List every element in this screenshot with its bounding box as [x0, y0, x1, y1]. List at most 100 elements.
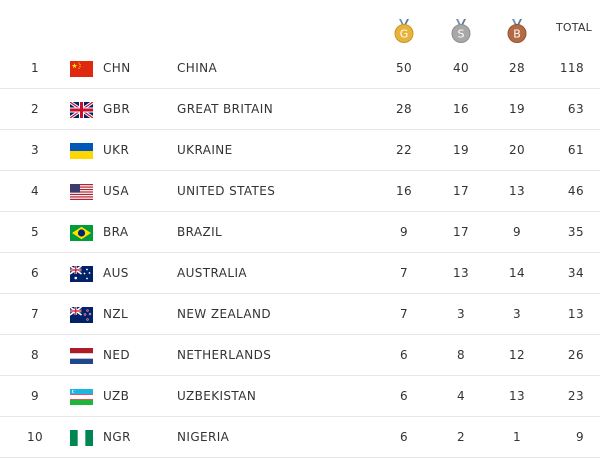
country-code: UZB [103, 389, 130, 403]
country-code: USA [103, 184, 130, 198]
gold-count: 7 [399, 266, 409, 280]
total-count: 34 [567, 266, 584, 280]
gold-count: 22 [395, 143, 413, 157]
silver-medal-letter: S [458, 28, 465, 41]
table-row[interactable]: 10 NGR NIGERIA 6 2 1 9 [0, 417, 600, 458]
country-name[interactable]: UZBEKISTAN [177, 389, 257, 403]
silver-count: 13 [452, 266, 470, 280]
rank: 9 [30, 389, 40, 403]
country-name[interactable]: AUSTRALIA [177, 266, 248, 280]
rank: 2 [30, 102, 40, 116]
country-name[interactable]: BRAZIL [177, 225, 223, 239]
country-name[interactable]: NIGERIA [177, 430, 230, 444]
country-code: BRA [103, 225, 129, 239]
country-name[interactable]: UNITED STATES [177, 184, 276, 198]
gold-count: 6 [399, 348, 409, 362]
total-count: 23 [567, 389, 584, 403]
rank: 3 [30, 143, 40, 157]
rank: 8 [30, 348, 40, 362]
table-row[interactable]: 1 CHN CHINA 50 40 28 118 [0, 48, 600, 89]
bronze-count: 14 [508, 266, 526, 280]
table-header: G S B TOTAL [0, 0, 600, 48]
silver-count: 17 [452, 225, 470, 239]
country-code: NGR [103, 430, 131, 444]
table-row[interactable]: 7 NZL NEW ZEALAND 7 3 3 13 [0, 294, 600, 335]
country-name[interactable]: NETHERLANDS [177, 348, 272, 362]
rank: 7 [30, 307, 40, 321]
rank: 6 [30, 266, 40, 280]
bronze-count: 3 [512, 307, 522, 321]
table-row[interactable]: 6 AUS AUSTRALIA 7 13 14 34 [0, 253, 600, 294]
uzbekistan-flag [70, 389, 93, 405]
table-row[interactable]: 9 UZB UZBEKISTAN 6 4 13 23 [0, 376, 600, 417]
brazil-flag [70, 225, 93, 241]
gold-count: 7 [399, 307, 409, 321]
table-row[interactable]: 5 BRA BRAZIL 9 17 9 35 [0, 212, 600, 253]
gold-count: 9 [399, 225, 409, 239]
silver-count: 19 [452, 143, 470, 157]
netherlands-flag [70, 348, 93, 364]
total-count: 46 [567, 184, 584, 198]
bronze-count: 1 [512, 430, 522, 444]
table-body: 1 CHN CHINA 50 40 28 118 2 GBR GREAT BRI… [0, 48, 600, 458]
bronze-count: 28 [508, 61, 526, 75]
total-count: 118 [559, 61, 584, 75]
bronze-count: 20 [508, 143, 526, 157]
total-header: TOTAL [556, 21, 592, 34]
total-count: 35 [567, 225, 584, 239]
country-name[interactable]: UKRAINE [177, 143, 233, 157]
country-code: GBR [103, 102, 131, 116]
ukraine-flag [70, 143, 93, 159]
silver-count: 17 [452, 184, 470, 198]
country-code: CHN [103, 61, 131, 75]
new-zealand-flag [70, 307, 93, 323]
usa-flag [70, 184, 93, 200]
bronze-count: 13 [508, 389, 526, 403]
bronze-medal-icon: B [506, 19, 528, 43]
rank: 4 [30, 184, 40, 198]
australia-flag [70, 266, 93, 282]
country-name[interactable]: GREAT BRITAIN [177, 102, 274, 116]
gold-medal-letter: G [400, 28, 409, 41]
total-count: 9 [575, 430, 584, 444]
total-count: 63 [567, 102, 584, 116]
bronze-medal-letter: B [513, 28, 521, 41]
silver-count: 3 [456, 307, 466, 321]
silver-count: 4 [456, 389, 466, 403]
table-row[interactable]: 3 UKR UKRAINE 22 19 20 61 [0, 130, 600, 171]
gold-count: 16 [395, 184, 413, 198]
bronze-count: 12 [508, 348, 526, 362]
silver-count: 16 [452, 102, 470, 116]
total-count: 61 [567, 143, 584, 157]
rank: 1 [30, 61, 40, 75]
table-row[interactable]: 4 USA UNITED STATES 16 17 13 46 [0, 171, 600, 212]
silver-count: 40 [452, 61, 470, 75]
rank: 10 [26, 430, 44, 444]
total-count: 13 [567, 307, 584, 321]
country-code: AUS [103, 266, 129, 280]
total-count: 26 [567, 348, 584, 362]
country-name[interactable]: CHINA [177, 61, 218, 75]
gold-medal-icon: G [393, 19, 415, 43]
gold-count: 50 [395, 61, 413, 75]
bronze-count: 19 [508, 102, 526, 116]
great-britain-flag [70, 102, 93, 118]
gold-count: 28 [395, 102, 413, 116]
table-row[interactable]: 2 GBR GREAT BRITAIN 28 16 19 63 [0, 89, 600, 130]
country-code: NZL [103, 307, 129, 321]
nigeria-flag [70, 430, 93, 446]
bronze-count: 9 [512, 225, 522, 239]
rank: 5 [30, 225, 40, 239]
country-code: NED [103, 348, 130, 362]
bronze-count: 13 [508, 184, 526, 198]
gold-count: 6 [399, 389, 409, 403]
china-flag [70, 61, 93, 77]
country-name[interactable]: NEW ZEALAND [177, 307, 272, 321]
silver-count: 8 [456, 348, 466, 362]
silver-count: 2 [456, 430, 466, 444]
silver-medal-icon: S [450, 19, 472, 43]
table-row[interactable]: 8 NED NETHERLANDS 6 8 12 26 [0, 335, 600, 376]
gold-count: 6 [399, 430, 409, 444]
country-code: UKR [103, 143, 130, 157]
